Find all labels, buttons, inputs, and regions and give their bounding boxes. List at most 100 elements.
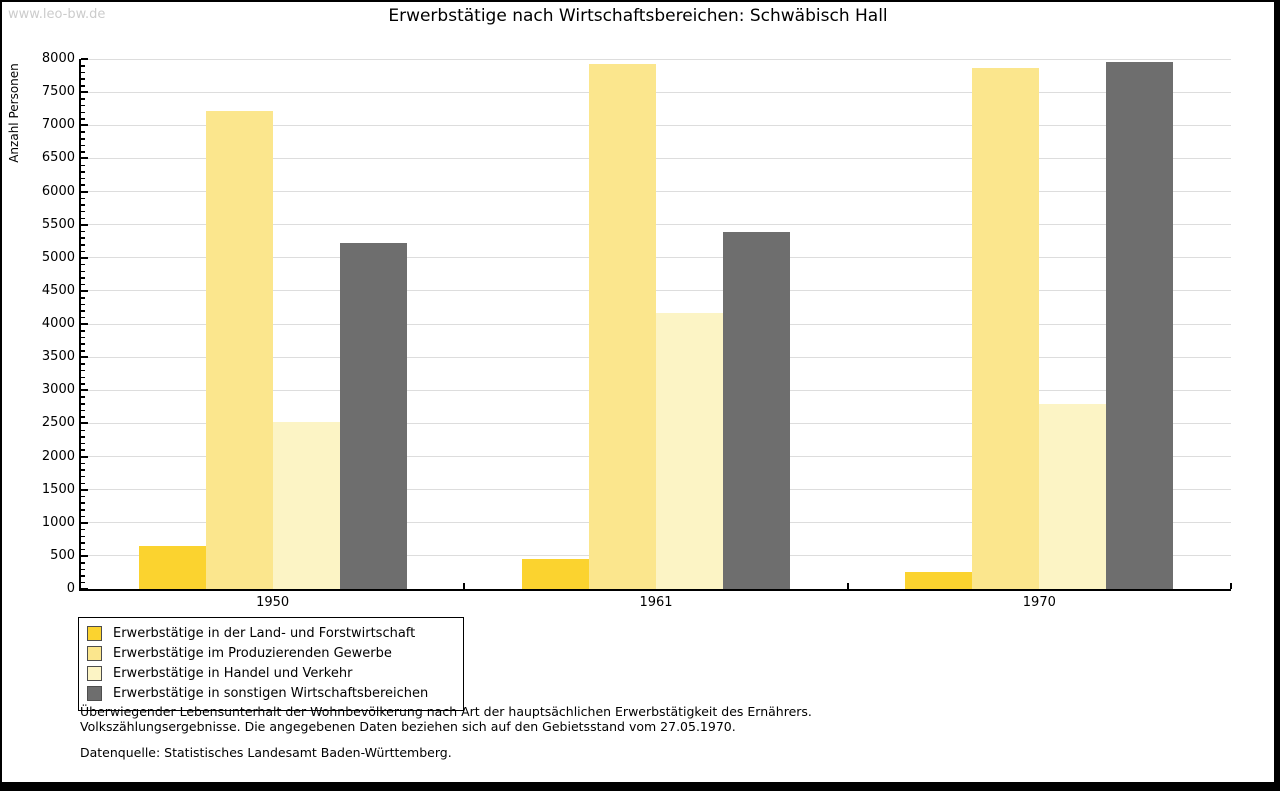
gridline-5500	[81, 224, 1231, 226]
y-minor-tick	[81, 144, 85, 147]
legend-row-4: Erwerbstätige in sonstigen Wirtschaftsbe…	[87, 683, 455, 703]
y-major-tick	[81, 323, 88, 325]
y-minor-tick	[81, 65, 85, 67]
legend-label-2: Erwerbstätige im Produzierenden Gewerbe	[113, 645, 392, 661]
y-minor-tick	[81, 369, 85, 372]
y-minor-tick	[81, 151, 85, 153]
y-minor-tick	[81, 535, 85, 537]
gridline-8000	[81, 58, 1231, 60]
y-minor-tick	[81, 197, 85, 200]
gridline-7500	[81, 91, 1231, 93]
x-category-label: 1950	[256, 595, 290, 610]
x-category-label: 1970	[1022, 595, 1056, 610]
bar-1950-series1	[138, 545, 206, 589]
y-tick-label: 0	[66, 581, 75, 596]
y-minor-tick	[81, 548, 85, 551]
gridline-5000	[81, 257, 1231, 259]
y-tick-label: 7000	[41, 117, 75, 133]
legend-row-2: Erwerbstätige im Produzierenden Gewerbe	[87, 643, 455, 663]
y-minor-tick	[81, 78, 85, 80]
y-minor-tick	[81, 409, 85, 412]
y-major-tick	[81, 455, 88, 458]
y-minor-tick	[81, 475, 85, 478]
y-tick-label: 6000	[41, 183, 75, 199]
y-minor-tick	[81, 98, 85, 100]
y-minor-tick	[81, 184, 85, 186]
y-minor-tick	[81, 383, 85, 385]
bar-1961-series4	[723, 231, 790, 589]
y-minor-tick	[81, 336, 85, 339]
y-tick-label: 1000	[41, 514, 75, 530]
y-minor-tick	[81, 230, 85, 233]
y-minor-tick	[81, 429, 85, 431]
bar-1970-series1	[905, 572, 973, 589]
bar-1950-series3	[272, 422, 340, 589]
y-minor-tick	[81, 542, 85, 544]
y-tick-label: 2500	[41, 415, 75, 431]
y-tick-label: 7500	[41, 84, 75, 100]
y-minor-tick	[81, 310, 85, 312]
y-minor-tick	[81, 396, 85, 398]
y-major-tick	[81, 157, 88, 160]
y-major-tick	[81, 554, 88, 557]
legend-label-4: Erwerbstätige in sonstigen Wirtschaftsbe…	[113, 685, 429, 701]
y-major-tick	[81, 521, 88, 524]
y-tick-label: 3000	[41, 382, 75, 398]
y-minor-tick	[81, 164, 85, 166]
bar-1961-series1	[522, 559, 589, 589]
y-tick-label: 5500	[41, 216, 75, 232]
y-minor-tick	[81, 104, 85, 107]
footnote-line-2: Volkszählungsergebnisse. Die angegebenen…	[80, 719, 736, 734]
y-minor-tick	[81, 204, 85, 206]
x-category-label: 1961	[639, 595, 673, 610]
y-minor-tick	[81, 270, 85, 272]
y-axis-line	[79, 59, 81, 591]
y-minor-tick	[81, 210, 85, 213]
legend-row-1: Erwerbstätige in der Land- und Forstwirt…	[87, 623, 455, 643]
legend-label-1: Erwerbstätige in der Land- und Forstwirt…	[113, 625, 416, 641]
y-minor-tick	[81, 330, 85, 332]
y-minor-tick	[81, 568, 85, 571]
y-tick-label: 2000	[41, 448, 75, 464]
y-tick-label: 8000	[41, 51, 75, 66]
y-minor-tick	[81, 217, 85, 219]
y-minor-tick	[81, 131, 85, 133]
y-minor-tick	[81, 436, 85, 438]
legend-label-3: Erwerbstätige in Handel und Verkehr	[113, 665, 353, 681]
y-minor-tick	[81, 495, 85, 498]
y-minor-tick	[81, 263, 85, 266]
y-minor-tick	[81, 297, 85, 299]
footnote-line-1: Überwiegender Lebensunterhalt der Wohnbe…	[80, 704, 812, 719]
y-minor-tick	[81, 363, 85, 365]
y-major-tick	[81, 256, 88, 259]
y-major-tick	[81, 190, 88, 193]
y-tick-label: 1500	[41, 481, 75, 497]
bar-1950-series4	[339, 242, 407, 589]
y-axis-title: Anzahl Personen	[7, 63, 21, 163]
y-minor-tick	[81, 469, 85, 471]
y-minor-tick	[81, 442, 85, 445]
y-major-tick	[81, 289, 88, 292]
y-tick-label: 4500	[41, 282, 75, 298]
bar-1950-series2	[205, 111, 273, 589]
y-minor-tick	[81, 502, 85, 504]
y-minor-tick	[81, 283, 85, 286]
y-minor-tick	[81, 138, 85, 140]
y-minor-tick	[81, 111, 85, 113]
bar-1961-series2	[589, 64, 656, 589]
y-minor-tick	[81, 581, 85, 584]
y-minor-tick	[81, 403, 85, 405]
gridline-4500	[81, 290, 1231, 292]
legend-row-3: Erwerbstätige in Handel und Verkehr	[87, 663, 455, 683]
y-minor-tick	[81, 118, 85, 120]
y-minor-tick	[81, 575, 85, 577]
y-minor-tick	[81, 482, 85, 484]
chart-title: Erwerbstätige nach Wirtschaftsbereichen:…	[388, 6, 888, 26]
bar-1970-series3	[1039, 403, 1107, 589]
legend-swatch-3	[87, 665, 102, 681]
y-tick-label: 500	[50, 547, 75, 563]
legend: Erwerbstätige in der Land- und Forstwirt…	[78, 617, 464, 711]
legend-swatch-4	[87, 685, 102, 701]
legend-swatch-1	[87, 625, 102, 641]
